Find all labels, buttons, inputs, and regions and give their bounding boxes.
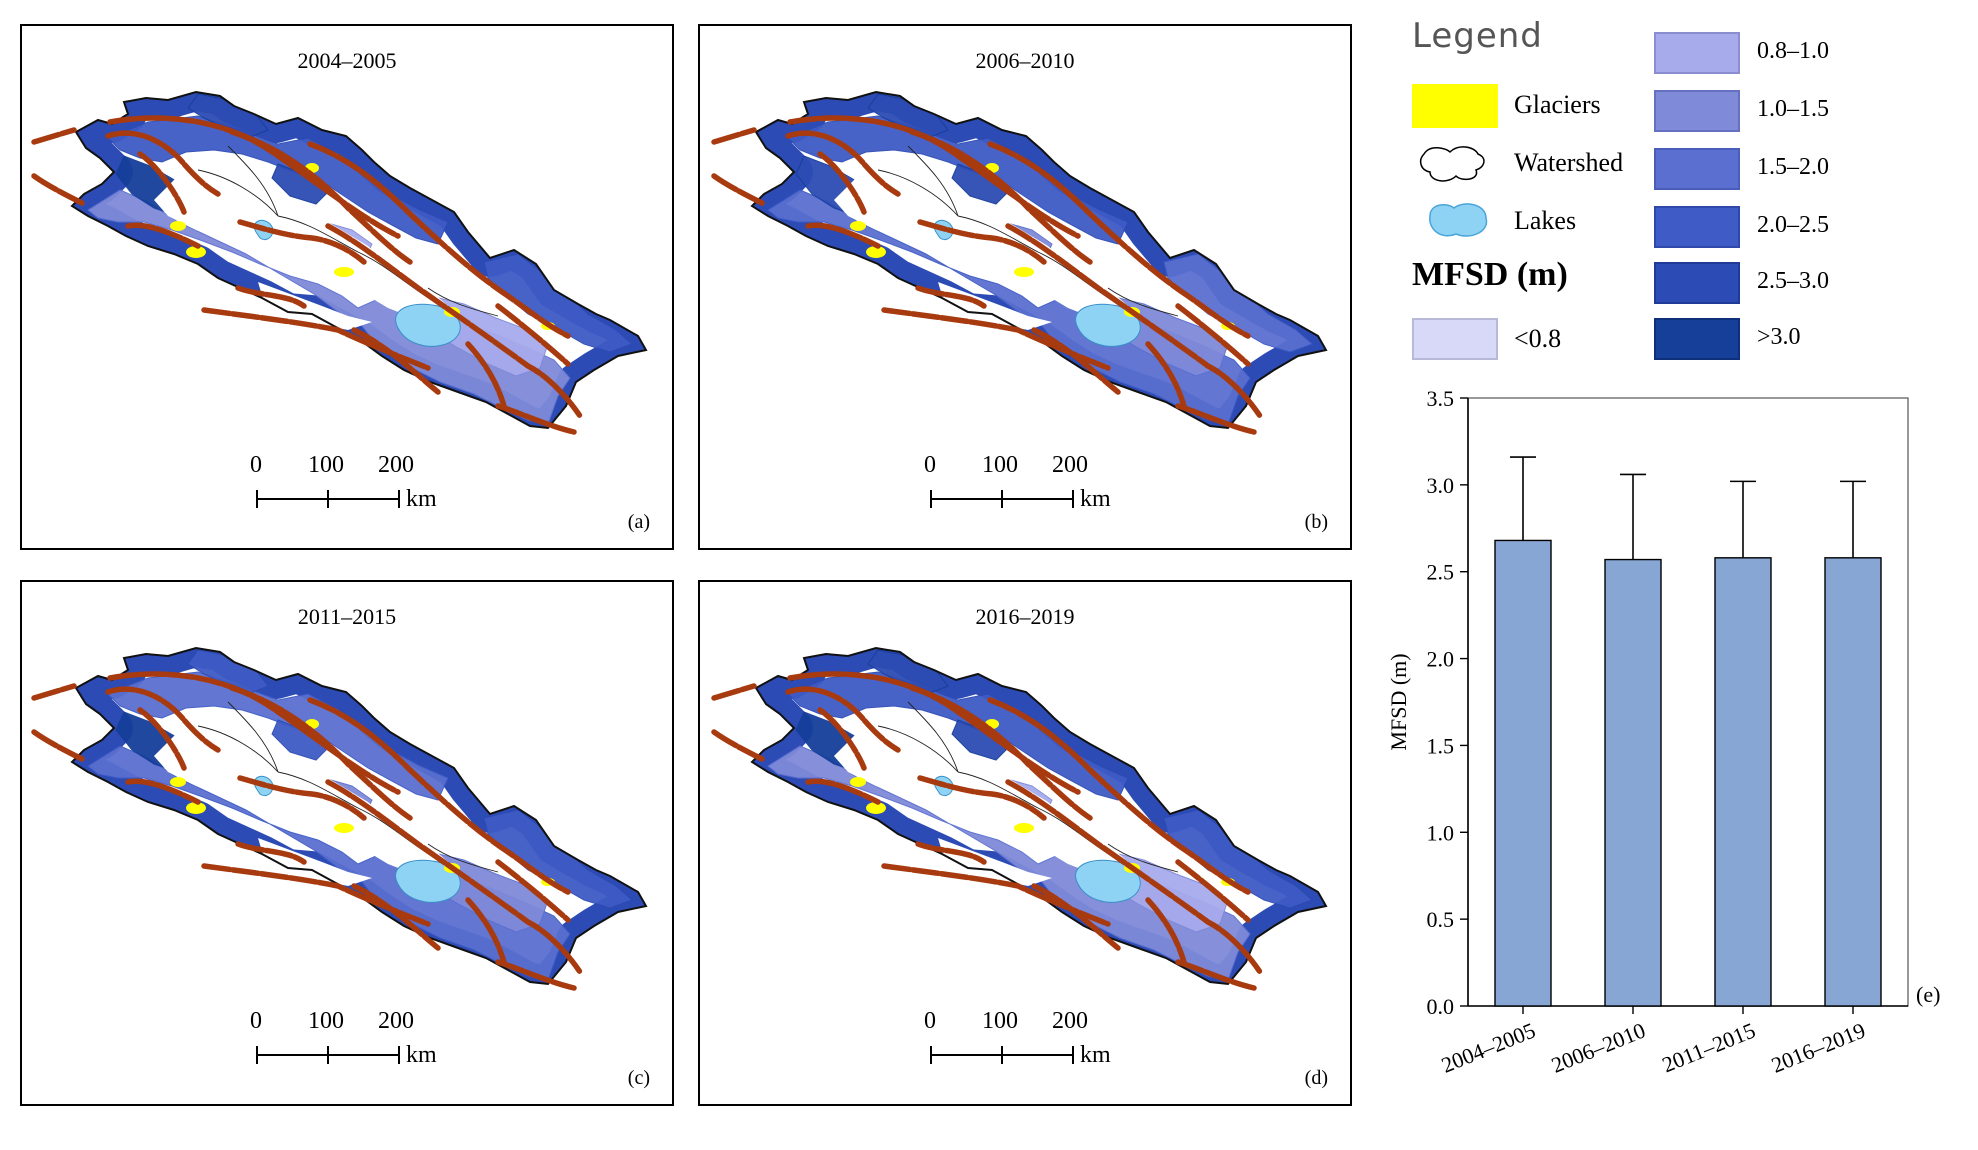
- lakes-label: Lakes: [1514, 206, 1577, 235]
- class-swatch-10-15: [1654, 90, 1740, 132]
- map-title: 2011–2015: [297, 604, 397, 629]
- map-title: 2016–2019: [975, 604, 1075, 629]
- panel-label: (a): [627, 511, 650, 533]
- map-title: 2006–2010: [975, 48, 1075, 73]
- scale-label-100: 100: [982, 1008, 1018, 1034]
- scale-label-0: 0: [250, 452, 262, 478]
- y-tick-label: 1.0: [1427, 820, 1455, 845]
- bar-2011–2015: [1714, 557, 1772, 1007]
- class-swatch-08-10: [1654, 32, 1740, 74]
- map-panel-a: 2004–2005 0 100 200 km (a): [20, 24, 674, 550]
- class-swatch-15-20: [1654, 148, 1740, 190]
- bar-2004–2005: [1494, 539, 1552, 1007]
- y-tick-label: 2.0: [1427, 647, 1455, 672]
- glaciers-label: Glaciers: [1514, 90, 1601, 119]
- class-label-lt08: <0.8: [1514, 324, 1562, 353]
- class-label-15-20: 1.5–2.0: [1757, 154, 1829, 180]
- scale-unit: km: [406, 1042, 437, 1068]
- legend: Legend Glaciers Watershed Lakes MFSD (m)…: [1412, 6, 1972, 376]
- scale-label-200: 200: [378, 1008, 414, 1034]
- snow-depth-map: [711, 646, 1328, 991]
- class-label-gt30: >3.0: [1757, 324, 1801, 350]
- x-tick-label: 2006–2010: [1548, 1017, 1649, 1077]
- map-panel-c: 2011–2015 0 100 200 km (c): [20, 580, 674, 1106]
- y-tick-label: 1.5: [1427, 733, 1455, 758]
- scale-bar: 0 100 200 km: [250, 452, 466, 522]
- watershed-icon: [1419, 146, 1485, 182]
- y-tick-label: 2.5: [1427, 560, 1455, 585]
- legend-title: Legend: [1412, 16, 1543, 56]
- x-tick-label: 2016–2019: [1768, 1017, 1869, 1077]
- class-swatch-gt30: [1654, 318, 1740, 360]
- y-axis-title: MFSD (m): [1386, 653, 1411, 750]
- snow-depth-map: [711, 90, 1328, 435]
- scale-bar: 0 100 200 km: [924, 452, 1140, 522]
- snow-depth-map: [31, 90, 648, 435]
- panel-label-e: (e): [1916, 982, 1940, 1007]
- scale-label-100: 100: [982, 452, 1018, 478]
- scale-unit: km: [1080, 486, 1111, 512]
- scale-label-0: 0: [924, 452, 936, 478]
- class-swatch-lt08: [1412, 318, 1498, 360]
- lakes-icon: [1429, 203, 1488, 237]
- y-tick-label: 3.0: [1427, 473, 1455, 498]
- map-panel-b: 2006–2010 0 100 200 km (b): [698, 24, 1352, 550]
- panel-label: (c): [627, 1067, 650, 1089]
- class-label-10-15: 1.0–1.5: [1757, 96, 1829, 122]
- class-swatch-20-25: [1654, 206, 1740, 248]
- class-label-25-30: 2.5–3.0: [1757, 268, 1829, 294]
- class-swatch-25-30: [1654, 262, 1740, 304]
- mfsd-bar-chart: 0.0 0.5 1.0 1.5 2.0 2.5 3.0 3.5 MFSD (m) 2004–200…: [1386, 386, 1940, 1078]
- scale-label-100: 100: [308, 1008, 344, 1034]
- scale-label-0: 0: [924, 1008, 936, 1034]
- snow-depth-map: [31, 646, 648, 991]
- bar-2006–2010: [1604, 558, 1662, 1007]
- bar-2016–2019: [1824, 557, 1882, 1007]
- scale-label-200: 200: [1052, 1008, 1088, 1034]
- scale-bar: 0 100 200 km: [250, 1008, 466, 1078]
- x-tick-label: 2004–2005: [1438, 1017, 1539, 1077]
- mfsd-legend-title: MFSD (m): [1412, 256, 1568, 293]
- y-tick-label: 3.5: [1427, 386, 1455, 411]
- panel-label: (d): [1304, 1067, 1328, 1089]
- watershed-label: Watershed: [1514, 148, 1624, 177]
- class-label-20-25: 2.0–2.5: [1757, 212, 1829, 238]
- scale-bar: 0 100 200 km: [924, 1008, 1140, 1078]
- x-tick-label: 2011–2015: [1658, 1017, 1758, 1077]
- glacier-swatch: [1412, 84, 1498, 128]
- map-panel-d: 2016–2019 0 100 200 km (d): [698, 580, 1352, 1106]
- panel-label: (b): [1304, 511, 1328, 533]
- map-title: 2004–2005: [297, 48, 397, 73]
- scale-label-200: 200: [378, 452, 414, 478]
- scale-label-0: 0: [250, 1008, 262, 1034]
- scale-label-100: 100: [308, 452, 344, 478]
- class-label-08-10: 0.8–1.0: [1757, 38, 1829, 64]
- scale-unit: km: [1080, 1042, 1111, 1068]
- scale-label-200: 200: [1052, 452, 1088, 478]
- y-tick-label: 0.0: [1427, 994, 1455, 1019]
- scale-unit: km: [406, 486, 437, 512]
- y-tick-label: 0.5: [1427, 907, 1455, 932]
